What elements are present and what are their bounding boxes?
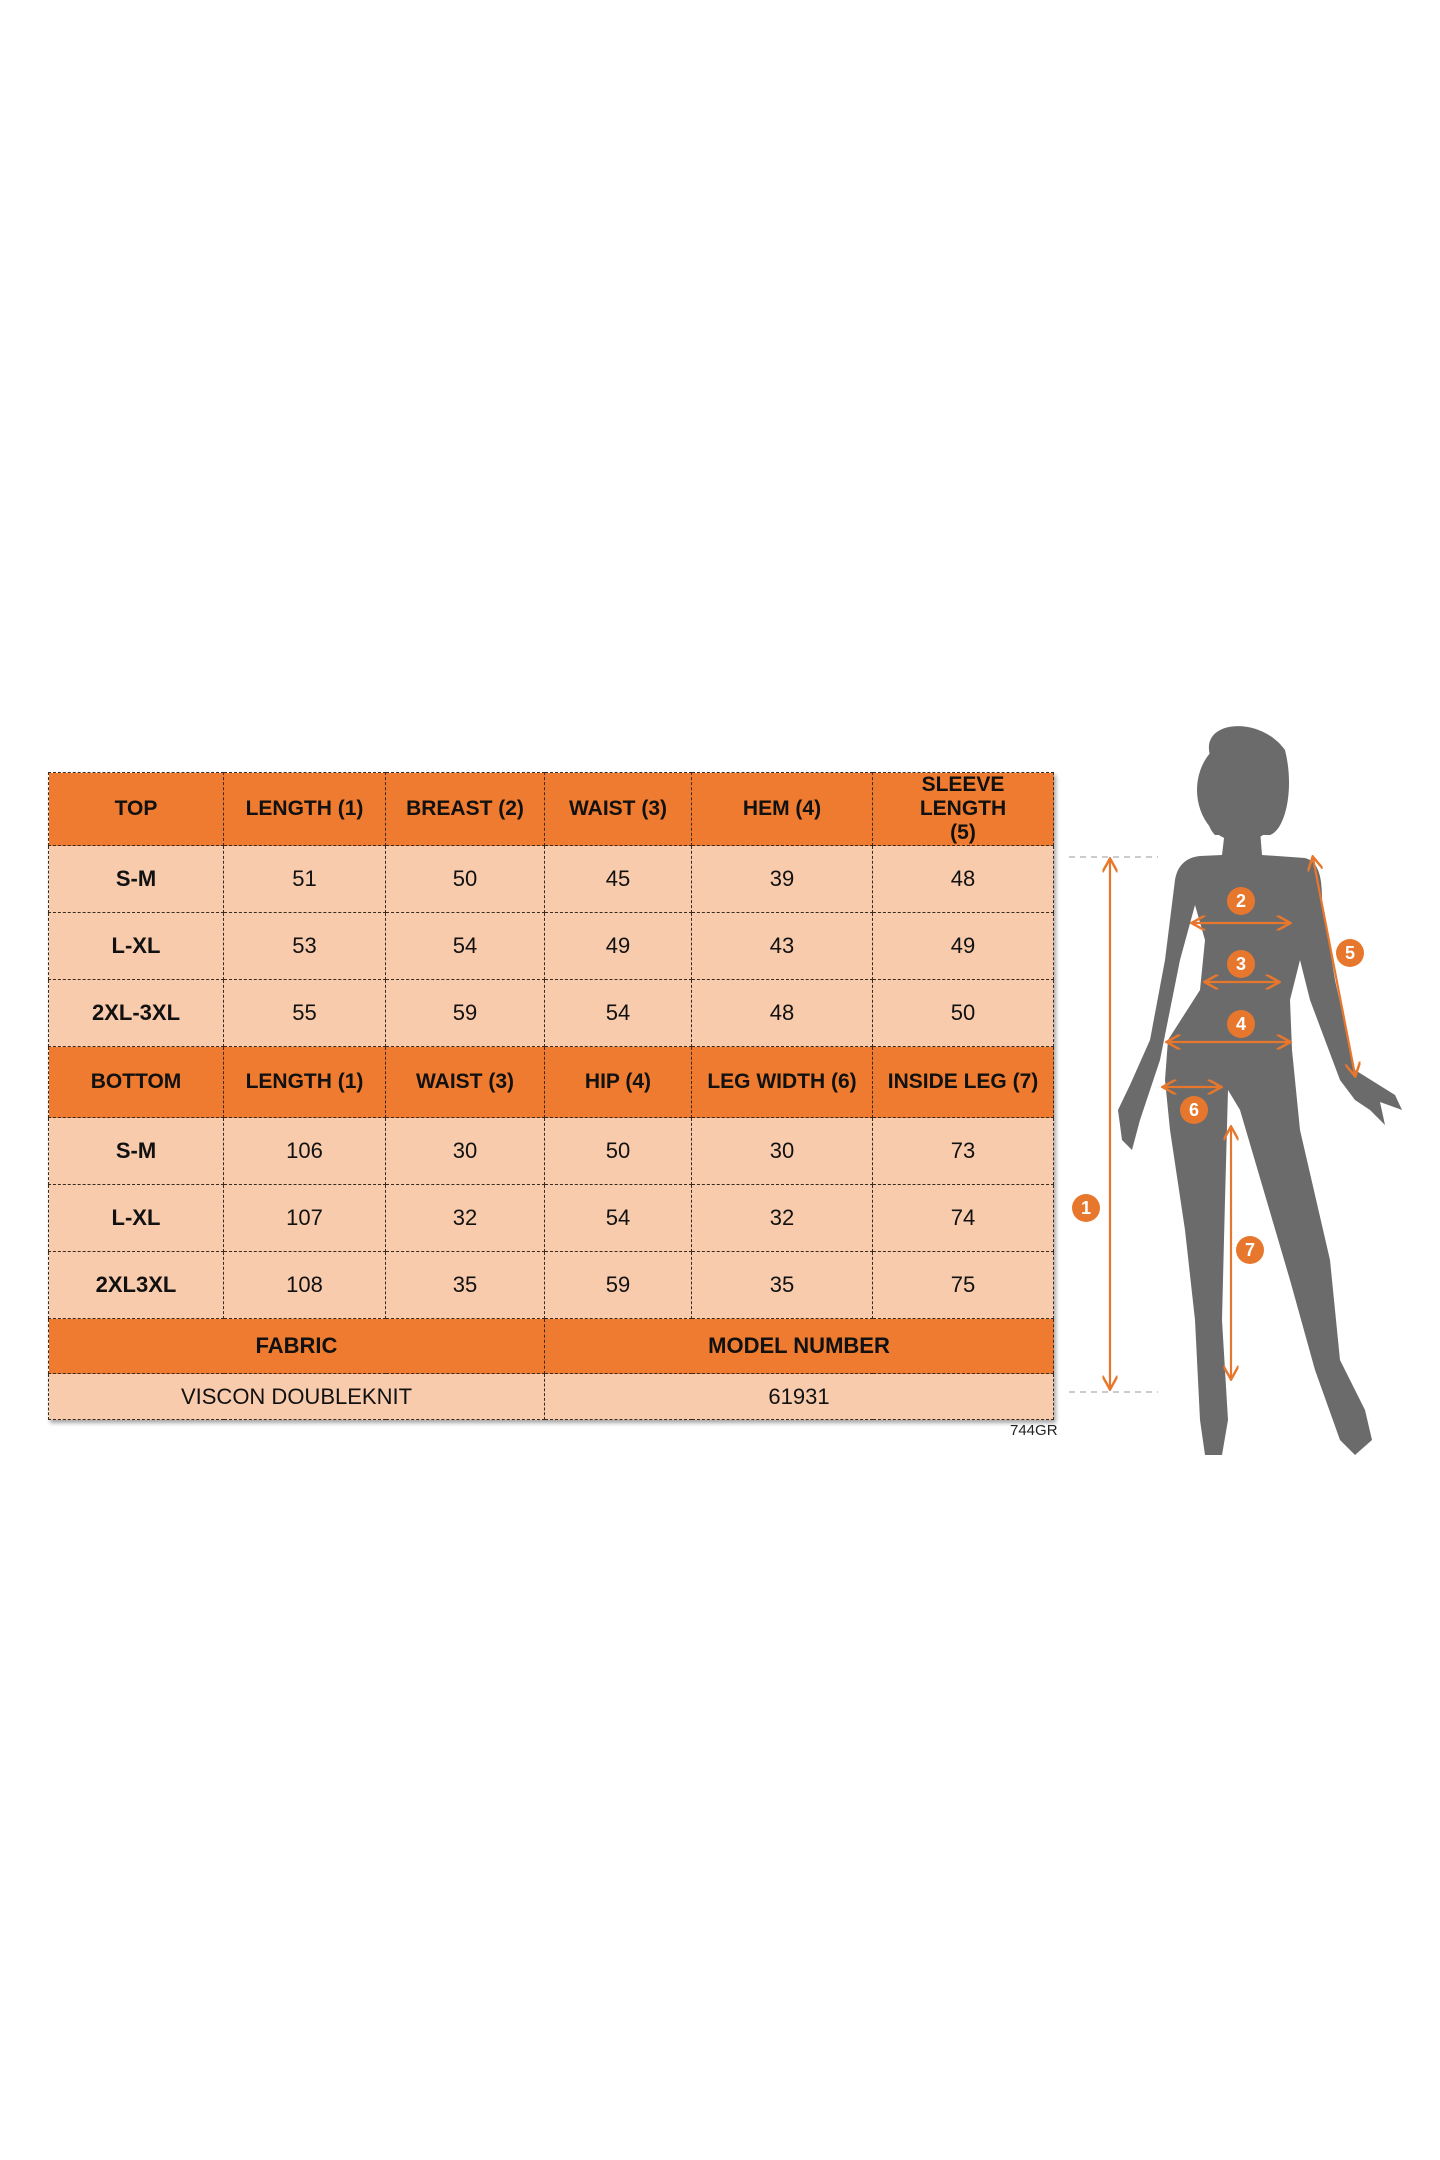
size-cell: S-M [48,1117,224,1185]
bottom-header-row: BOTTOM LENGTH (1) WAIST (3) HIP (4) LEG … [48,1046,1054,1118]
svg-text:2: 2 [1236,891,1246,911]
header-cell: HIP (4) [544,1046,692,1118]
model-number-value: 61931 [544,1373,1054,1420]
marker-6: 6 [1180,1096,1208,1124]
header-cell: LENGTH (1) [223,1046,386,1118]
value-cell: 39 [691,845,873,913]
value-cell: 75 [872,1251,1054,1319]
value-cell: 55 [223,979,386,1047]
value-cell: 30 [385,1117,545,1185]
value-cell: 32 [385,1184,545,1252]
value-cell: 73 [872,1117,1054,1185]
marker-7: 7 [1236,1236,1264,1264]
size-cell: S-M [48,845,224,913]
value-cell: 43 [691,912,873,980]
size-cell: 2XL-3XL [48,979,224,1047]
value-cell: 108 [223,1251,386,1319]
value-cell: 54 [544,979,692,1047]
fabric-label: FABRIC [48,1318,545,1374]
header-cell: LEG WIDTH (6) [691,1046,873,1118]
value-cell: 50 [872,979,1054,1047]
value-cell: 48 [691,979,873,1047]
header-cell: SLEEVE LENGTH (5) [872,772,1054,846]
value-cell: 49 [872,912,1054,980]
marker-1: 1 [1072,1194,1100,1222]
header-cell: BREAST (2) [385,772,545,846]
value-cell: 74 [872,1184,1054,1252]
table-row: 2XL3XL 108 35 59 35 75 [48,1251,1054,1319]
svg-text:7: 7 [1245,1240,1255,1260]
marker-3: 3 [1227,950,1255,978]
svg-text:5: 5 [1345,943,1355,963]
header-cell: LENGTH (1) [223,772,386,846]
silhouette-icon [1118,726,1402,1455]
table-row: S-M 106 30 50 30 73 [48,1117,1054,1185]
marker-2: 2 [1227,887,1255,915]
fabric-value: VISCON DOUBLEKNIT [48,1373,545,1420]
size-cell: L-XL [48,1184,224,1252]
svg-text:1: 1 [1081,1198,1091,1218]
value-cell: 59 [544,1251,692,1319]
svg-text:4: 4 [1236,1014,1246,1034]
svg-text:3: 3 [1236,954,1246,974]
value-cell: 30 [691,1117,873,1185]
svg-text:6: 6 [1189,1100,1199,1120]
table-row: S-M 51 50 45 39 48 [48,845,1054,913]
value-cell: 59 [385,979,545,1047]
value-cell: 107 [223,1184,386,1252]
table-row: 2XL-3XL 55 59 54 48 50 [48,979,1054,1047]
value-cell: 50 [544,1117,692,1185]
table-row: L-XL 53 54 49 43 49 [48,912,1054,980]
value-cell: 51 [223,845,386,913]
measurement-guides [1069,857,1355,1393]
value-cell: 50 [385,845,545,913]
top-header-row: TOP LENGTH (1) BREAST (2) WAIST (3) HEM … [48,772,1054,846]
header-cell: TOP [48,772,224,846]
reference-code: 744GR [1010,1422,1058,1439]
value-cell: 35 [385,1251,545,1319]
header-cell: HEM (4) [691,772,873,846]
marker-4: 4 [1227,1010,1255,1038]
table-row: L-XL 107 32 54 32 74 [48,1184,1054,1252]
value-cell: 32 [691,1184,873,1252]
value-cell: 49 [544,912,692,980]
arrow-5 [1313,858,1355,1075]
value-cell: 35 [691,1251,873,1319]
header-cell: WAIST (3) [385,1046,545,1118]
size-chart-table: TOP LENGTH (1) BREAST (2) WAIST (3) HEM … [48,772,1054,1420]
value-cell: 45 [544,845,692,913]
value-cell: 54 [544,1184,692,1252]
footer-header-row: FABRIC MODEL NUMBER [48,1318,1054,1374]
value-cell: 48 [872,845,1054,913]
model-number-label: MODEL NUMBER [544,1318,1054,1374]
header-cell: BOTTOM [48,1046,224,1118]
header-cell: INSIDE LEG (7) [872,1046,1054,1118]
size-cell: L-XL [48,912,224,980]
value-cell: 53 [223,912,386,980]
size-cell: 2XL3XL [48,1251,224,1319]
footer-value-row: VISCON DOUBLEKNIT 61931 [48,1373,1054,1420]
value-cell: 106 [223,1117,386,1185]
header-cell: WAIST (3) [544,772,692,846]
value-cell: 54 [385,912,545,980]
marker-5: 5 [1336,939,1364,967]
